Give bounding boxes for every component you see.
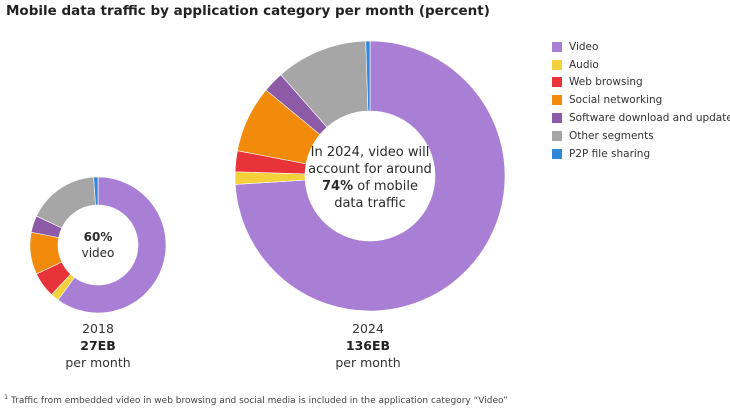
footnote-text: Traffic from embedded video in web brows… (8, 396, 508, 406)
legend-swatch-audio (552, 59, 562, 70)
slice-2018-p2p-file-sharing (93, 176, 99, 206)
year-2024: 2024 (352, 321, 384, 336)
center-line3-2024: of mobile (353, 178, 418, 194)
footnote-marker: 1 (4, 393, 9, 401)
legend-item-p2p: P2P file sharing (552, 145, 730, 163)
legend-label-p2p: P2P file sharing (569, 147, 651, 160)
legend: Video Audio Web browsing Social networki… (552, 38, 730, 163)
slice-2018-other-segments (36, 176, 96, 229)
chart-title: Mobile data traffic by application categ… (6, 3, 490, 19)
legend-swatch-video (552, 41, 562, 52)
legend-item-social-networking: Social networking (552, 91, 730, 109)
center-word-2018: video (81, 245, 115, 260)
legend-swatch-other-segments (552, 130, 562, 141)
legend-swatch-p2p (552, 148, 562, 159)
slice-2018-video (57, 176, 167, 314)
legend-label-other-segments: Other segments (569, 129, 654, 142)
caption-2018: 2018 27EB per month (48, 321, 148, 372)
volume-2018: 27EB (80, 337, 116, 353)
center-pct-2018: 60% (83, 230, 113, 244)
legend-label-web-browsing: Web browsing (569, 76, 643, 89)
legend-item-web-browsing: Web browsing (552, 74, 730, 92)
legend-label-audio: Audio (569, 58, 599, 71)
legend-label-video: Video (569, 40, 599, 53)
period-2018: per month (65, 354, 131, 370)
legend-swatch-social-networking (552, 95, 562, 106)
center-line4-2024: data traffic (334, 195, 406, 211)
legend-item-software-download: Software download and update (552, 109, 730, 127)
center-label-2024: In 2024, video will account for around 7… (300, 145, 440, 213)
legend-label-social-networking: Social networking (569, 94, 663, 107)
legend-swatch-software-download (552, 113, 562, 124)
center-pct-2024: 74% (321, 178, 354, 194)
center-label-2018: 60% video (57, 230, 139, 261)
legend-item-video: Video (552, 38, 730, 56)
volume-2024: 136EB (345, 337, 391, 353)
center-line2-2024: account for around (308, 161, 432, 177)
legend-item-audio: Audio (552, 56, 730, 74)
slice-2024-video (234, 40, 506, 312)
footnote: 1 Traffic from embedded video in web bro… (4, 393, 508, 406)
legend-swatch-web-browsing (552, 77, 562, 88)
center-line1-2024: In 2024, video will (310, 145, 430, 160)
slice-2024-p2p-file-sharing (365, 40, 371, 112)
period-2024: per month (335, 354, 401, 370)
legend-item-other-segments: Other segments (552, 127, 730, 145)
caption-2024: 2024 136EB per month (318, 321, 418, 372)
year-2018: 2018 (82, 321, 114, 336)
legend-label-software-download: Software download and update (569, 112, 730, 125)
